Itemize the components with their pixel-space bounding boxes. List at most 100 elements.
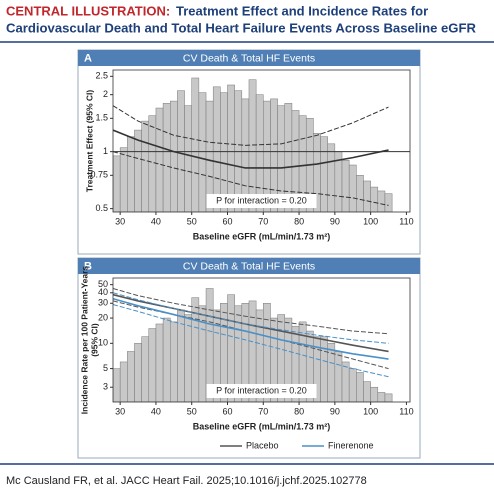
ci-line <box>113 105 389 146</box>
y-tick-label: 20 <box>98 312 108 322</box>
y-tick-label: 40 <box>98 287 108 297</box>
histogram-bar <box>184 105 192 212</box>
panel-label: A <box>84 52 92 64</box>
x-axis-label: Baseline eGFR (mL/min/1.73 m²) <box>193 231 331 241</box>
plot-area <box>113 77 410 212</box>
histogram-bar <box>148 328 157 402</box>
y-tick-label: 30 <box>98 298 108 308</box>
x-tick-label: 30 <box>115 406 125 416</box>
histogram-bar <box>227 84 235 212</box>
histogram-bar <box>127 136 135 212</box>
y-tick-label: 3 <box>103 382 108 392</box>
histogram-bar <box>170 100 178 212</box>
y-tick-label: 1.5 <box>95 113 108 123</box>
x-tick-label: 100 <box>363 406 378 416</box>
histogram-bar <box>134 343 142 402</box>
histogram-bar <box>348 164 357 212</box>
annotation: P for interaction = 0.20 <box>216 385 307 395</box>
histogram-bar <box>320 336 328 402</box>
estimate-line <box>113 297 389 360</box>
histogram-bar <box>370 386 379 402</box>
ci-line <box>113 304 389 378</box>
x-tick-label: 40 <box>151 216 161 226</box>
histogram-bar <box>363 180 371 212</box>
histogram-bar <box>141 120 150 212</box>
y-tick-label: 2 <box>103 89 108 99</box>
x-tick-label: 90 <box>330 406 340 416</box>
x-tick-label: 100 <box>363 216 378 226</box>
estimate-line <box>113 129 389 169</box>
histogram-bar <box>198 92 207 212</box>
histogram-bar <box>162 103 171 212</box>
y-axis-label: (95% CI) <box>89 323 99 357</box>
plot-frame <box>112 277 411 403</box>
panel-title: CV Death & Total HF Events <box>183 52 315 64</box>
y-axis-label: Treatment Effect (95% CI) <box>84 90 94 193</box>
histogram-bar <box>384 193 393 212</box>
panel-title: CV Death & Total HF Events <box>183 260 315 272</box>
histogram-bar <box>212 86 221 212</box>
x-tick-label: 30 <box>115 216 125 226</box>
histogram-bar <box>320 136 328 212</box>
x-axis-label: Baseline eGFR (mL/min/1.73 m²) <box>193 421 331 431</box>
x-tick-label: 60 <box>222 216 232 226</box>
x-tick-label: 60 <box>222 406 232 416</box>
header-label: CENTRAL ILLUSTRATION: <box>6 3 170 18</box>
histogram-bar <box>377 190 386 212</box>
legend-label: Placebo <box>246 440 279 450</box>
histogram-bar <box>370 186 379 212</box>
x-tick-label: 90 <box>330 216 340 226</box>
ci-line <box>113 151 389 206</box>
x-tick-label: 80 <box>294 406 304 416</box>
histogram-bar <box>363 381 371 402</box>
histogram-bar <box>113 368 121 402</box>
x-tick-label: 70 <box>258 216 268 226</box>
histogram-bar <box>155 323 164 402</box>
y-tick-label: 5 <box>103 363 108 373</box>
y-tick-label: 1 <box>103 146 108 156</box>
panel-label: B <box>84 260 92 272</box>
histogram-bar <box>356 175 364 212</box>
histogram-bar <box>113 155 121 212</box>
y-axis-label: Incidence Rate per 100 Patient-Years <box>79 266 89 415</box>
annotation-box <box>206 194 317 208</box>
histogram-bar <box>341 361 350 402</box>
histogram-bar <box>184 314 192 402</box>
histogram-bar <box>119 147 128 212</box>
histogram-bar <box>155 107 164 212</box>
x-tick-label: 50 <box>187 216 197 226</box>
footer-citation: Mc Causland FR, et al. JACC Heart Fail. … <box>6 475 367 487</box>
histogram-bar <box>127 351 135 402</box>
histogram-bar <box>141 336 150 402</box>
histogram-bar <box>134 129 142 212</box>
header-title: Treatment Effect and Incidence Rates for <box>176 3 428 18</box>
x-tick-label: 40 <box>151 406 161 416</box>
plot-area <box>113 288 393 402</box>
y-tick-label: 50 <box>98 279 108 289</box>
ci-line <box>113 288 389 335</box>
histogram-bar <box>377 392 386 402</box>
x-tick-label: 70 <box>258 406 268 416</box>
panel-header <box>78 258 420 274</box>
panel-header <box>78 50 420 66</box>
x-tick-label: 110 <box>399 406 413 416</box>
y-tick-label: 0.75 <box>90 170 108 180</box>
plot-frame <box>112 69 411 213</box>
histogram-bar <box>162 317 171 402</box>
histogram-bar <box>170 321 178 402</box>
histogram-bar <box>248 79 257 212</box>
x-tick-label: 110 <box>399 216 413 226</box>
histogram-bar <box>341 160 350 212</box>
histogram-bar <box>334 351 343 402</box>
histogram-bar <box>148 115 157 212</box>
header-title: Cardiovascular Death and Total Heart Fai… <box>6 21 476 35</box>
y-tick-label: 10 <box>98 338 108 348</box>
annotation-box <box>206 384 317 398</box>
x-tick-label: 50 <box>187 406 197 416</box>
annotation: P for interaction = 0.20 <box>216 195 307 205</box>
histogram-bar <box>327 143 336 212</box>
histogram-bar <box>348 368 357 402</box>
x-tick-label: 80 <box>294 216 304 226</box>
ci-line <box>113 292 389 344</box>
